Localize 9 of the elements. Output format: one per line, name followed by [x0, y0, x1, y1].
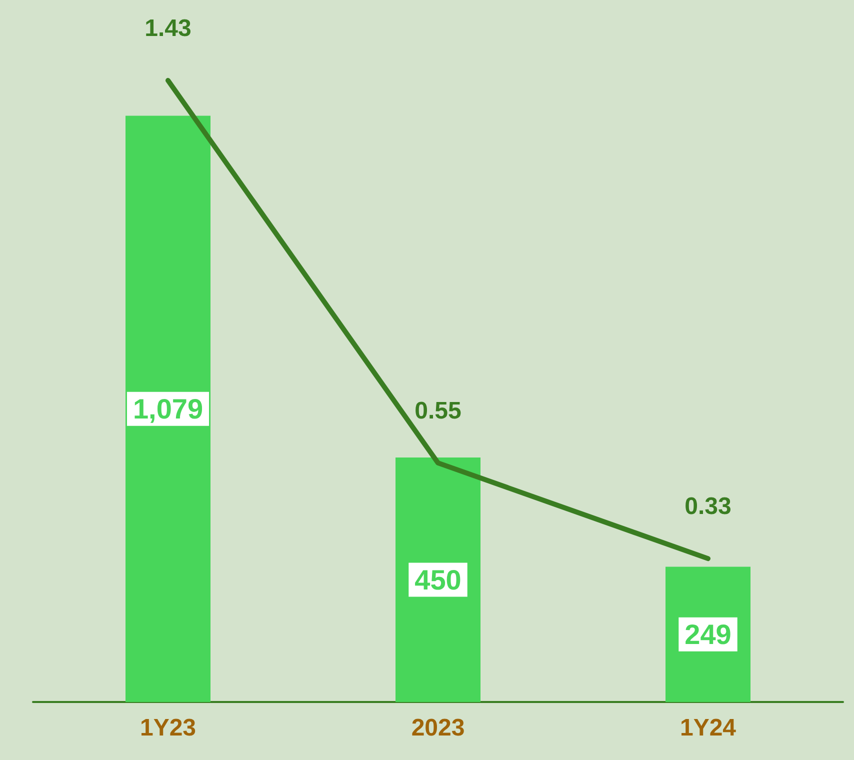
data-label: 450 — [414, 564, 462, 596]
data-label: 1,079 — [132, 393, 204, 424]
data-label: 1.43 — [144, 14, 192, 42]
x-tick-label: 1Y24 — [680, 714, 737, 742]
data-label: 0.33 — [684, 493, 732, 520]
data-label: 249 — [684, 618, 732, 650]
x-tick-label: 2023 — [411, 714, 465, 742]
data-label: 0.55 — [414, 397, 462, 424]
x-tick-label: 1Y23 — [140, 714, 196, 742]
